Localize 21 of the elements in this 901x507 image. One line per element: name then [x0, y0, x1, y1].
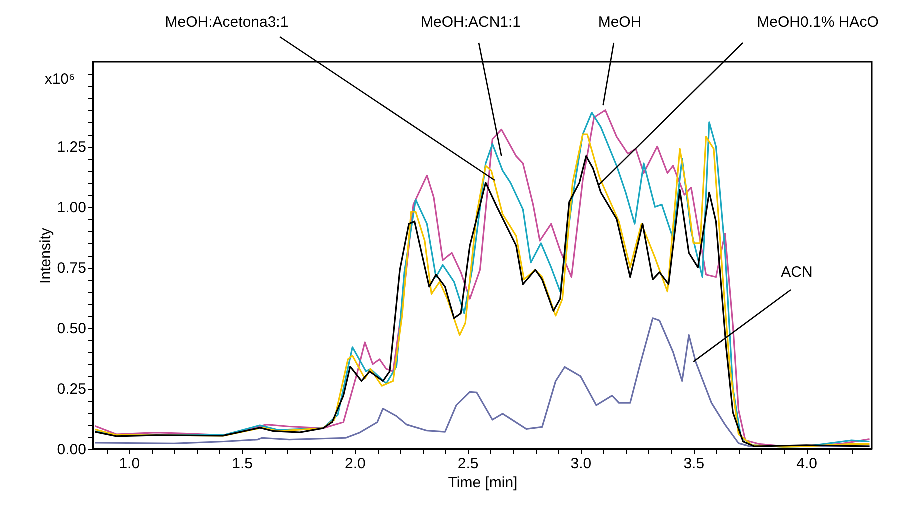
annotation: MeOH0.1% HAcO — [757, 14, 879, 31]
x-tick-label: 2.0 — [344, 456, 366, 472]
y-tick-label: 0.00 — [57, 442, 86, 458]
x-tick-label: 3.5 — [684, 456, 705, 472]
x-tick-label: 1.5 — [232, 456, 253, 472]
y-tick-label: 1.25 — [57, 139, 86, 156]
annotation: MeOH:Acetona3:1 — [165, 14, 289, 31]
x-tick-label: 3.0 — [570, 456, 592, 472]
text: x10⁶ — [44, 71, 76, 88]
x-tick-label: 4.0 — [796, 456, 818, 472]
x-axis-title: Time [min] — [448, 474, 518, 492]
annotation: MeOH:ACN1:1 — [420, 14, 522, 31]
annotation: ACN — [781, 264, 813, 281]
y-tick-label: 1.00 — [57, 200, 86, 217]
x-tick-label: 2.5 — [458, 456, 479, 472]
y-tick-label: 0.25 — [57, 381, 86, 398]
x-tick-label: 1.0 — [119, 456, 140, 472]
y-tick-label: 0.75 — [57, 260, 86, 278]
annotation: MeOH — [598, 14, 642, 31]
y-axis-title: Intensity — [37, 228, 54, 284]
y-tick-label: 0.50 — [57, 320, 86, 338]
